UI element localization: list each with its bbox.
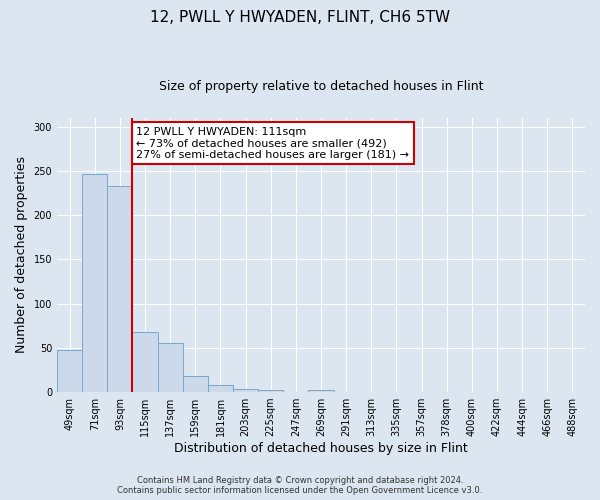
- Bar: [208, 385, 233, 392]
- Bar: [233, 388, 258, 392]
- Text: Contains HM Land Registry data © Crown copyright and database right 2024.
Contai: Contains HM Land Registry data © Crown c…: [118, 476, 482, 495]
- Y-axis label: Number of detached properties: Number of detached properties: [15, 156, 28, 354]
- Bar: [183, 376, 208, 392]
- Text: 12 PWLL Y HWYADEN: 111sqm
← 73% of detached houses are smaller (492)
27% of semi: 12 PWLL Y HWYADEN: 111sqm ← 73% of detac…: [136, 126, 409, 160]
- Bar: [258, 390, 283, 392]
- Title: Size of property relative to detached houses in Flint: Size of property relative to detached ho…: [159, 80, 483, 93]
- Bar: [82, 174, 107, 392]
- X-axis label: Distribution of detached houses by size in Flint: Distribution of detached houses by size …: [174, 442, 468, 455]
- Text: 12, PWLL Y HWYADEN, FLINT, CH6 5TW: 12, PWLL Y HWYADEN, FLINT, CH6 5TW: [150, 10, 450, 25]
- Bar: [133, 332, 158, 392]
- Bar: [107, 186, 133, 392]
- Bar: [158, 342, 183, 392]
- Bar: [57, 350, 82, 392]
- Bar: [308, 390, 334, 392]
